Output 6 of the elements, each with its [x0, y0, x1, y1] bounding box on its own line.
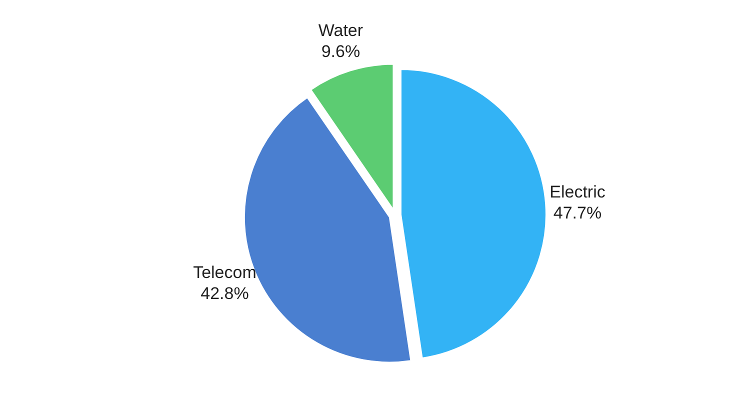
- slice-label: Water: [318, 21, 364, 40]
- data-label: 47.7%: [553, 204, 602, 223]
- slice-label: Electric: [550, 182, 606, 202]
- data-label: 42.8%: [200, 284, 249, 304]
- slice-label: Telecom: [193, 263, 256, 282]
- data-label: 9.6%: [321, 42, 360, 62]
